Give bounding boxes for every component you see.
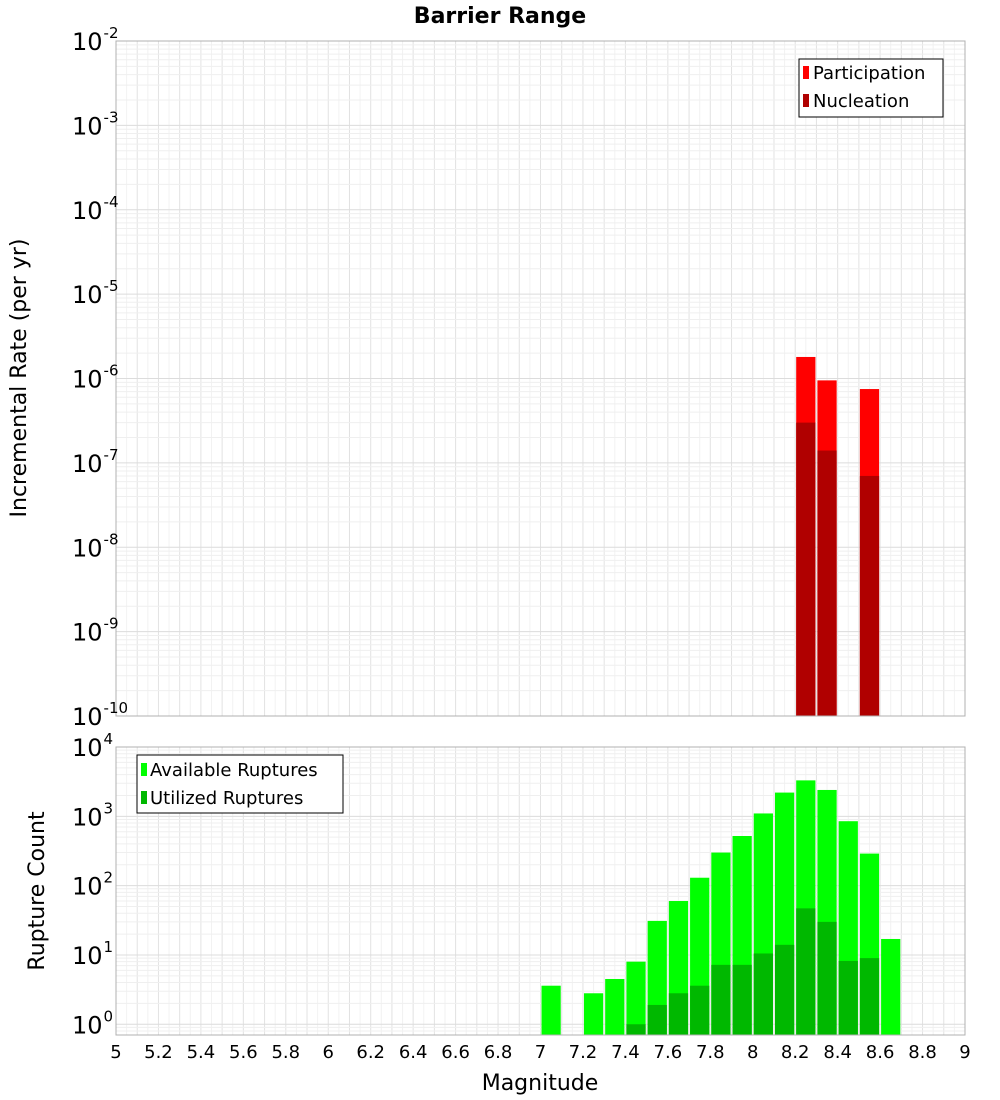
rate-y-tick-label: 10-9 <box>72 615 119 647</box>
x-tick-label: 7.2 <box>569 1042 598 1063</box>
rate-grid <box>115 40 966 717</box>
utilized-legend-swatch <box>141 791 147 804</box>
rate-bars <box>796 356 880 716</box>
rate-bar-s1 <box>817 450 837 716</box>
count-y-tick-label: 102 <box>72 869 113 901</box>
count-bar-s0 <box>541 985 561 1035</box>
available-legend-label: Available Ruptures <box>150 760 318 781</box>
x-tick-label: 5.2 <box>144 1042 173 1063</box>
count-y-tick-label: 104 <box>72 730 113 762</box>
x-tick-label: 8.2 <box>781 1042 810 1063</box>
count-bar-s0 <box>583 993 604 1035</box>
count-y-axis-label: Rupture Count <box>25 811 50 971</box>
participation-legend-label: Participation <box>813 63 925 84</box>
count-bar-s0 <box>605 978 625 1035</box>
count-bar-s0 <box>881 938 901 1035</box>
x-tick-label: 8.6 <box>866 1042 895 1063</box>
count-y-tick-label: 103 <box>72 799 113 831</box>
count-bar-s1 <box>753 953 773 1035</box>
x-tick-label: 5.8 <box>271 1042 300 1063</box>
count-y-tick-label: 101 <box>72 938 113 970</box>
rate-y-tick-label: 10-7 <box>72 446 119 478</box>
count-legend: Available Ruptures Utilized Ruptures <box>136 754 344 814</box>
x-tick-label: 7.6 <box>654 1042 683 1063</box>
x-tick-label: 7.8 <box>696 1042 725 1063</box>
x-tick-label: 6.8 <box>484 1042 513 1063</box>
rate-y-ticks: 10-2 10-3 10-4 10-5 10-6 10-7 10-8 10-9 10-10 <box>72 24 128 731</box>
available-legend-swatch <box>141 763 147 776</box>
x-tick-label: 7 <box>535 1042 546 1063</box>
x-axis-ticks: 5 5.2 5.4 5.6 5.8 6 6.2 6.4 6.6 6.8 7 7.2 7.4 7.6 7.8 8… <box>110 1042 970 1063</box>
count-bar-s0 <box>626 961 646 1035</box>
count-bar-s1 <box>668 993 689 1035</box>
x-tick-label: 8.8 <box>908 1042 937 1063</box>
rate-legend-box <box>798 58 944 118</box>
rate-bar-s1 <box>796 422 816 716</box>
count-y-tick-label: 100 <box>72 1007 113 1039</box>
rate-y-tick-label: 10-8 <box>72 530 119 562</box>
count-bar-s1 <box>838 960 858 1035</box>
chart-title: Barrier Range <box>414 4 586 29</box>
count-bar-s1 <box>732 964 752 1035</box>
x-tick-label: 5.6 <box>229 1042 258 1063</box>
x-tick-label: 7.4 <box>611 1042 640 1063</box>
count-bar-s1 <box>859 958 880 1035</box>
x-tick-label: 6.6 <box>441 1042 470 1063</box>
count-bar-s1 <box>774 944 795 1035</box>
rate-plot-border <box>115 40 966 717</box>
utilized-legend-label: Utilized Ruptures <box>150 788 303 809</box>
nucleation-legend-label: Nucleation <box>813 91 909 112</box>
participation-legend-swatch <box>803 66 809 79</box>
x-tick-label: 5.4 <box>187 1042 216 1063</box>
rate-y-tick-label: 10-5 <box>72 277 119 309</box>
count-bar-s1 <box>647 1004 667 1035</box>
rate-y-tick-label: 10-3 <box>72 108 119 140</box>
count-y-ticks: 104 103 102 101 100 <box>72 730 113 1039</box>
x-tick-label: 5 <box>110 1042 121 1063</box>
count-panel: 104 103 102 101 100 Rupture Count Available … <box>25 730 966 1039</box>
nucleation-legend-swatch <box>803 94 809 107</box>
count-bar-s1 <box>626 1024 646 1035</box>
count-bar-s1 <box>817 921 837 1035</box>
rate-y-tick-label: 10-6 <box>72 362 119 394</box>
x-tick-label: 6.4 <box>399 1042 428 1063</box>
rate-bar-s1 <box>859 475 880 716</box>
rate-legend: Participation Nucleation <box>798 58 944 118</box>
rate-y-tick-label: 10-4 <box>72 193 119 225</box>
rate-y-tick-label: 10-10 <box>72 699 128 731</box>
count-legend-box <box>136 754 344 814</box>
count-bars <box>541 780 901 1035</box>
rate-panel: 10-2 10-3 10-4 10-5 10-6 10-7 10-8 10-9 10-10 In… <box>7 24 966 731</box>
x-tick-label: 6 <box>323 1042 334 1063</box>
count-bar-s1 <box>796 908 816 1035</box>
count-plot-border <box>115 746 966 1036</box>
rate-y-tick-label: 10-2 <box>72 24 119 56</box>
x-tick-label: 8.4 <box>823 1042 852 1063</box>
x-axis-label: Magnitude <box>482 1071 599 1096</box>
count-bar-s1 <box>690 985 710 1035</box>
x-tick-label: 6.2 <box>356 1042 385 1063</box>
rate-y-axis-label: Incremental Rate (per yr) <box>7 239 32 518</box>
x-tick-label: 9 <box>959 1042 970 1063</box>
count-bar-s1 <box>711 964 731 1035</box>
x-tick-label: 8 <box>747 1042 758 1063</box>
